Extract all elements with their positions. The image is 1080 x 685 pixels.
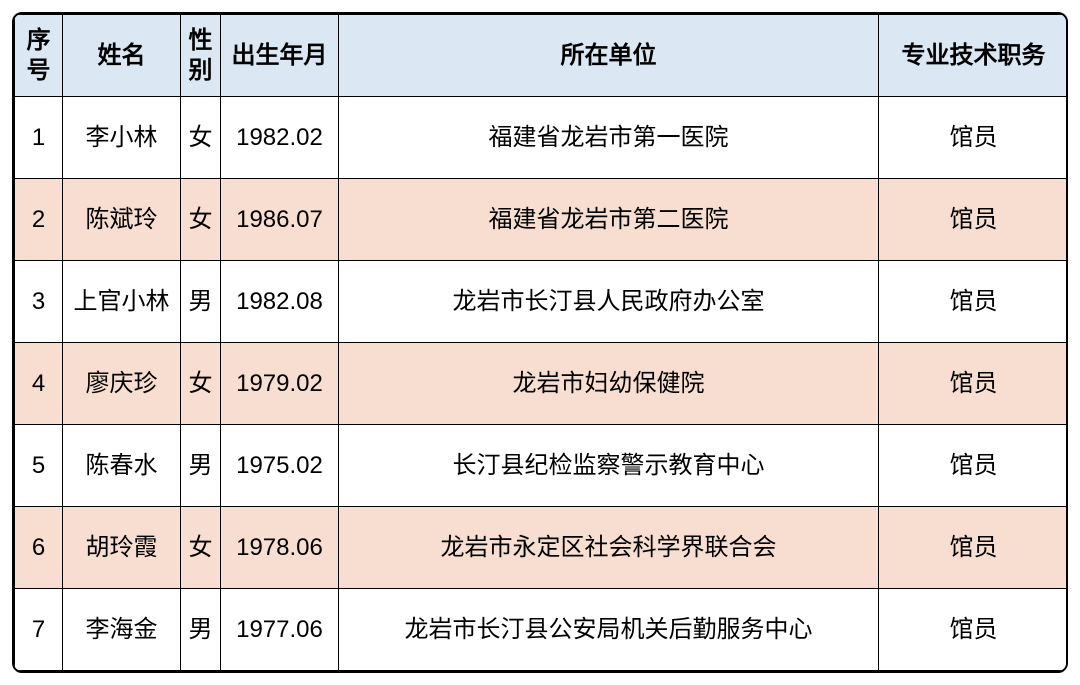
- cell-seq: 5: [15, 425, 63, 507]
- cell-dob: 1986.07: [221, 179, 339, 261]
- table-row: 6胡玲霞女1978.06龙岩市永定区社会科学界联合会馆员: [15, 507, 1069, 589]
- cell-unit: 龙岩市长汀县公安局机关后勤服务中心: [339, 589, 879, 671]
- table-row: 3上官小林男1982.08龙岩市长汀县人民政府办公室馆员: [15, 261, 1069, 343]
- cell-name: 廖庆珍: [63, 343, 181, 425]
- cell-dob: 1979.02: [221, 343, 339, 425]
- cell-unit: 龙岩市妇幼保健院: [339, 343, 879, 425]
- cell-dob: 1977.06: [221, 589, 339, 671]
- cell-dob: 1978.06: [221, 507, 339, 589]
- cell-title: 馆员: [879, 343, 1069, 425]
- cell-dob: 1982.08: [221, 261, 339, 343]
- cell-dob: 1975.02: [221, 425, 339, 507]
- header-title: 专业技术职务: [879, 15, 1069, 97]
- table-row: 7李海金男1977.06龙岩市长汀县公安局机关后勤服务中心馆员: [15, 589, 1069, 671]
- table-row: 1李小林女1982.02福建省龙岩市第一医院馆员: [15, 97, 1069, 179]
- cell-dob: 1982.02: [221, 97, 339, 179]
- cell-name: 李小林: [63, 97, 181, 179]
- table-header: 序号姓名性别出生年月所在单位专业技术职务: [15, 15, 1069, 97]
- cell-name: 胡玲霞: [63, 507, 181, 589]
- cell-gender: 女: [181, 507, 221, 589]
- cell-unit: 长汀县纪检监察警示教育中心: [339, 425, 879, 507]
- cell-name: 陈斌玲: [63, 179, 181, 261]
- cell-seq: 7: [15, 589, 63, 671]
- cell-title: 馆员: [879, 425, 1069, 507]
- cell-seq: 4: [15, 343, 63, 425]
- header-row: 序号姓名性别出生年月所在单位专业技术职务: [15, 15, 1069, 97]
- cell-seq: 2: [15, 179, 63, 261]
- cell-seq: 6: [15, 507, 63, 589]
- personnel-table: 序号姓名性别出生年月所在单位专业技术职务 1李小林女1982.02福建省龙岩市第…: [14, 14, 1068, 671]
- cell-unit: 龙岩市永定区社会科学界联合会: [339, 507, 879, 589]
- cell-seq: 1: [15, 97, 63, 179]
- table-row: 5陈春水男1975.02长汀县纪检监察警示教育中心馆员: [15, 425, 1069, 507]
- cell-unit: 福建省龙岩市第二医院: [339, 179, 879, 261]
- table-row: 2陈斌玲女1986.07福建省龙岩市第二医院馆员: [15, 179, 1069, 261]
- cell-gender: 男: [181, 425, 221, 507]
- cell-unit: 龙岩市长汀县人民政府办公室: [339, 261, 879, 343]
- personnel-table-container: 序号姓名性别出生年月所在单位专业技术职务 1李小林女1982.02福建省龙岩市第…: [12, 12, 1068, 673]
- cell-gender: 女: [181, 97, 221, 179]
- cell-title: 馆员: [879, 507, 1069, 589]
- cell-gender: 女: [181, 343, 221, 425]
- cell-title: 馆员: [879, 261, 1069, 343]
- table-row: 4廖庆珍女1979.02龙岩市妇幼保健院馆员: [15, 343, 1069, 425]
- cell-seq: 3: [15, 261, 63, 343]
- header-name: 姓名: [63, 15, 181, 97]
- cell-title: 馆员: [879, 589, 1069, 671]
- table-body: 1李小林女1982.02福建省龙岩市第一医院馆员2陈斌玲女1986.07福建省龙…: [15, 97, 1069, 671]
- cell-gender: 男: [181, 589, 221, 671]
- header-dob: 出生年月: [221, 15, 339, 97]
- cell-gender: 男: [181, 261, 221, 343]
- header-seq: 序号: [15, 15, 63, 97]
- cell-title: 馆员: [879, 97, 1069, 179]
- header-unit: 所在单位: [339, 15, 879, 97]
- header-gender: 性别: [181, 15, 221, 97]
- cell-unit: 福建省龙岩市第一医院: [339, 97, 879, 179]
- cell-gender: 女: [181, 179, 221, 261]
- cell-name: 上官小林: [63, 261, 181, 343]
- cell-title: 馆员: [879, 179, 1069, 261]
- cell-name: 陈春水: [63, 425, 181, 507]
- cell-name: 李海金: [63, 589, 181, 671]
